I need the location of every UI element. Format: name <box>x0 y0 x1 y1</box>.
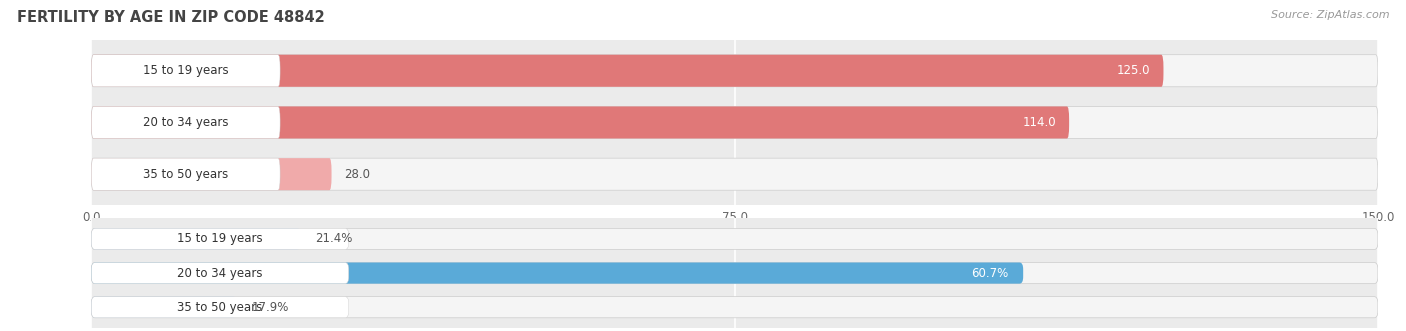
Text: 20 to 34 years: 20 to 34 years <box>177 266 263 280</box>
FancyBboxPatch shape <box>91 262 1024 284</box>
Text: 17.9%: 17.9% <box>252 301 288 314</box>
FancyBboxPatch shape <box>91 55 1378 87</box>
Text: 125.0: 125.0 <box>1118 64 1150 77</box>
Text: 114.0: 114.0 <box>1022 116 1056 129</box>
FancyBboxPatch shape <box>91 297 1378 318</box>
FancyBboxPatch shape <box>91 107 1378 138</box>
Text: 15 to 19 years: 15 to 19 years <box>177 232 263 246</box>
Text: 35 to 50 years: 35 to 50 years <box>143 168 228 181</box>
FancyBboxPatch shape <box>91 297 349 318</box>
Text: 60.7%: 60.7% <box>972 266 1008 280</box>
FancyBboxPatch shape <box>91 228 1378 250</box>
FancyBboxPatch shape <box>91 262 1378 284</box>
Text: 28.0: 28.0 <box>344 168 370 181</box>
Text: 20 to 34 years: 20 to 34 years <box>143 116 229 129</box>
FancyBboxPatch shape <box>91 55 1164 87</box>
FancyBboxPatch shape <box>91 107 1069 138</box>
FancyBboxPatch shape <box>91 107 280 138</box>
FancyBboxPatch shape <box>91 262 349 284</box>
Text: FERTILITY BY AGE IN ZIP CODE 48842: FERTILITY BY AGE IN ZIP CODE 48842 <box>17 10 325 25</box>
FancyBboxPatch shape <box>91 228 301 250</box>
FancyBboxPatch shape <box>91 158 280 190</box>
Text: 15 to 19 years: 15 to 19 years <box>143 64 229 77</box>
FancyBboxPatch shape <box>91 55 280 87</box>
Text: Source: ZipAtlas.com: Source: ZipAtlas.com <box>1271 10 1389 20</box>
FancyBboxPatch shape <box>91 228 349 250</box>
FancyBboxPatch shape <box>91 158 1378 190</box>
FancyBboxPatch shape <box>91 158 332 190</box>
Text: 35 to 50 years: 35 to 50 years <box>177 301 263 314</box>
Text: 21.4%: 21.4% <box>315 232 353 246</box>
FancyBboxPatch shape <box>91 297 236 318</box>
